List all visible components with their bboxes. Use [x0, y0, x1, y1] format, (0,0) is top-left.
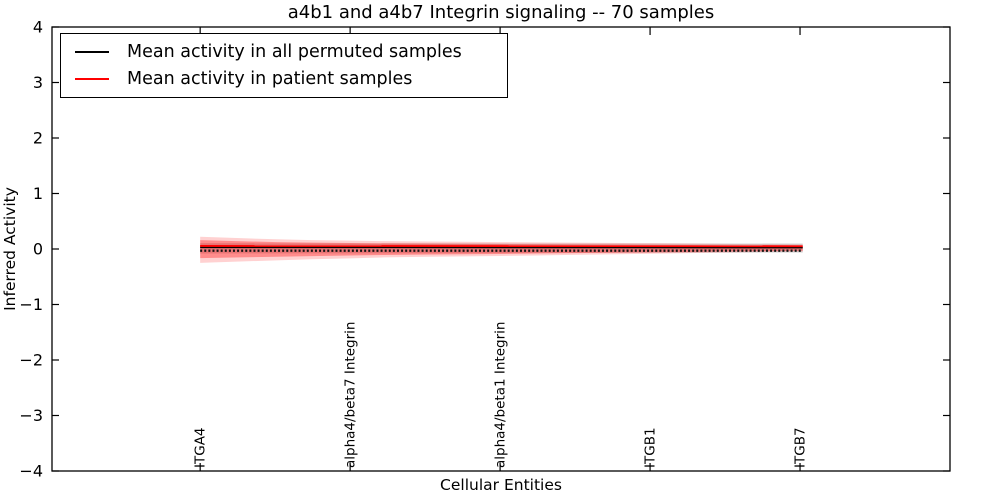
y-tick-label: 1 [33, 184, 43, 203]
x-axis-label: Cellular Entities [440, 476, 562, 494]
legend-label-permuted: Mean activity in all permuted samples [127, 41, 462, 62]
y-tick-label: 2 [33, 129, 43, 148]
y-tick-label: −4 [19, 462, 43, 481]
chart-title: a4b1 and a4b7 Integrin signaling -- 70 s… [287, 2, 715, 23]
y-tick-label: 3 [33, 73, 43, 92]
x-tick-label: ITGB7 [793, 427, 809, 468]
x-tick-label: ITGB1 [643, 427, 659, 468]
y-tick-label: −2 [19, 351, 43, 370]
legend-line-swatch-black [75, 50, 109, 53]
x-tick-label: ITGA4 [193, 427, 209, 468]
legend: Mean activity in all permuted samples Me… [60, 33, 508, 98]
y-axis-label: Inferred Activity [1, 187, 19, 311]
legend-item-patient: Mean activity in patient samples [75, 69, 507, 89]
x-tick-label: alpha4/beta1 Integrin [493, 322, 509, 468]
y-tick-label: 4 [33, 18, 43, 37]
x-tick-label: alpha4/beta7 Integrin [343, 322, 359, 468]
y-tick-label: −3 [19, 406, 43, 425]
legend-item-permuted: Mean activity in all permuted samples [75, 42, 507, 62]
y-tick-label: −1 [19, 295, 43, 314]
legend-line-swatch-red [75, 78, 109, 81]
y-tick-label: 0 [33, 240, 43, 259]
band-patient-samples-spread-inner [200, 240, 803, 259]
legend-label-patient: Mean activity in patient samples [127, 69, 413, 90]
